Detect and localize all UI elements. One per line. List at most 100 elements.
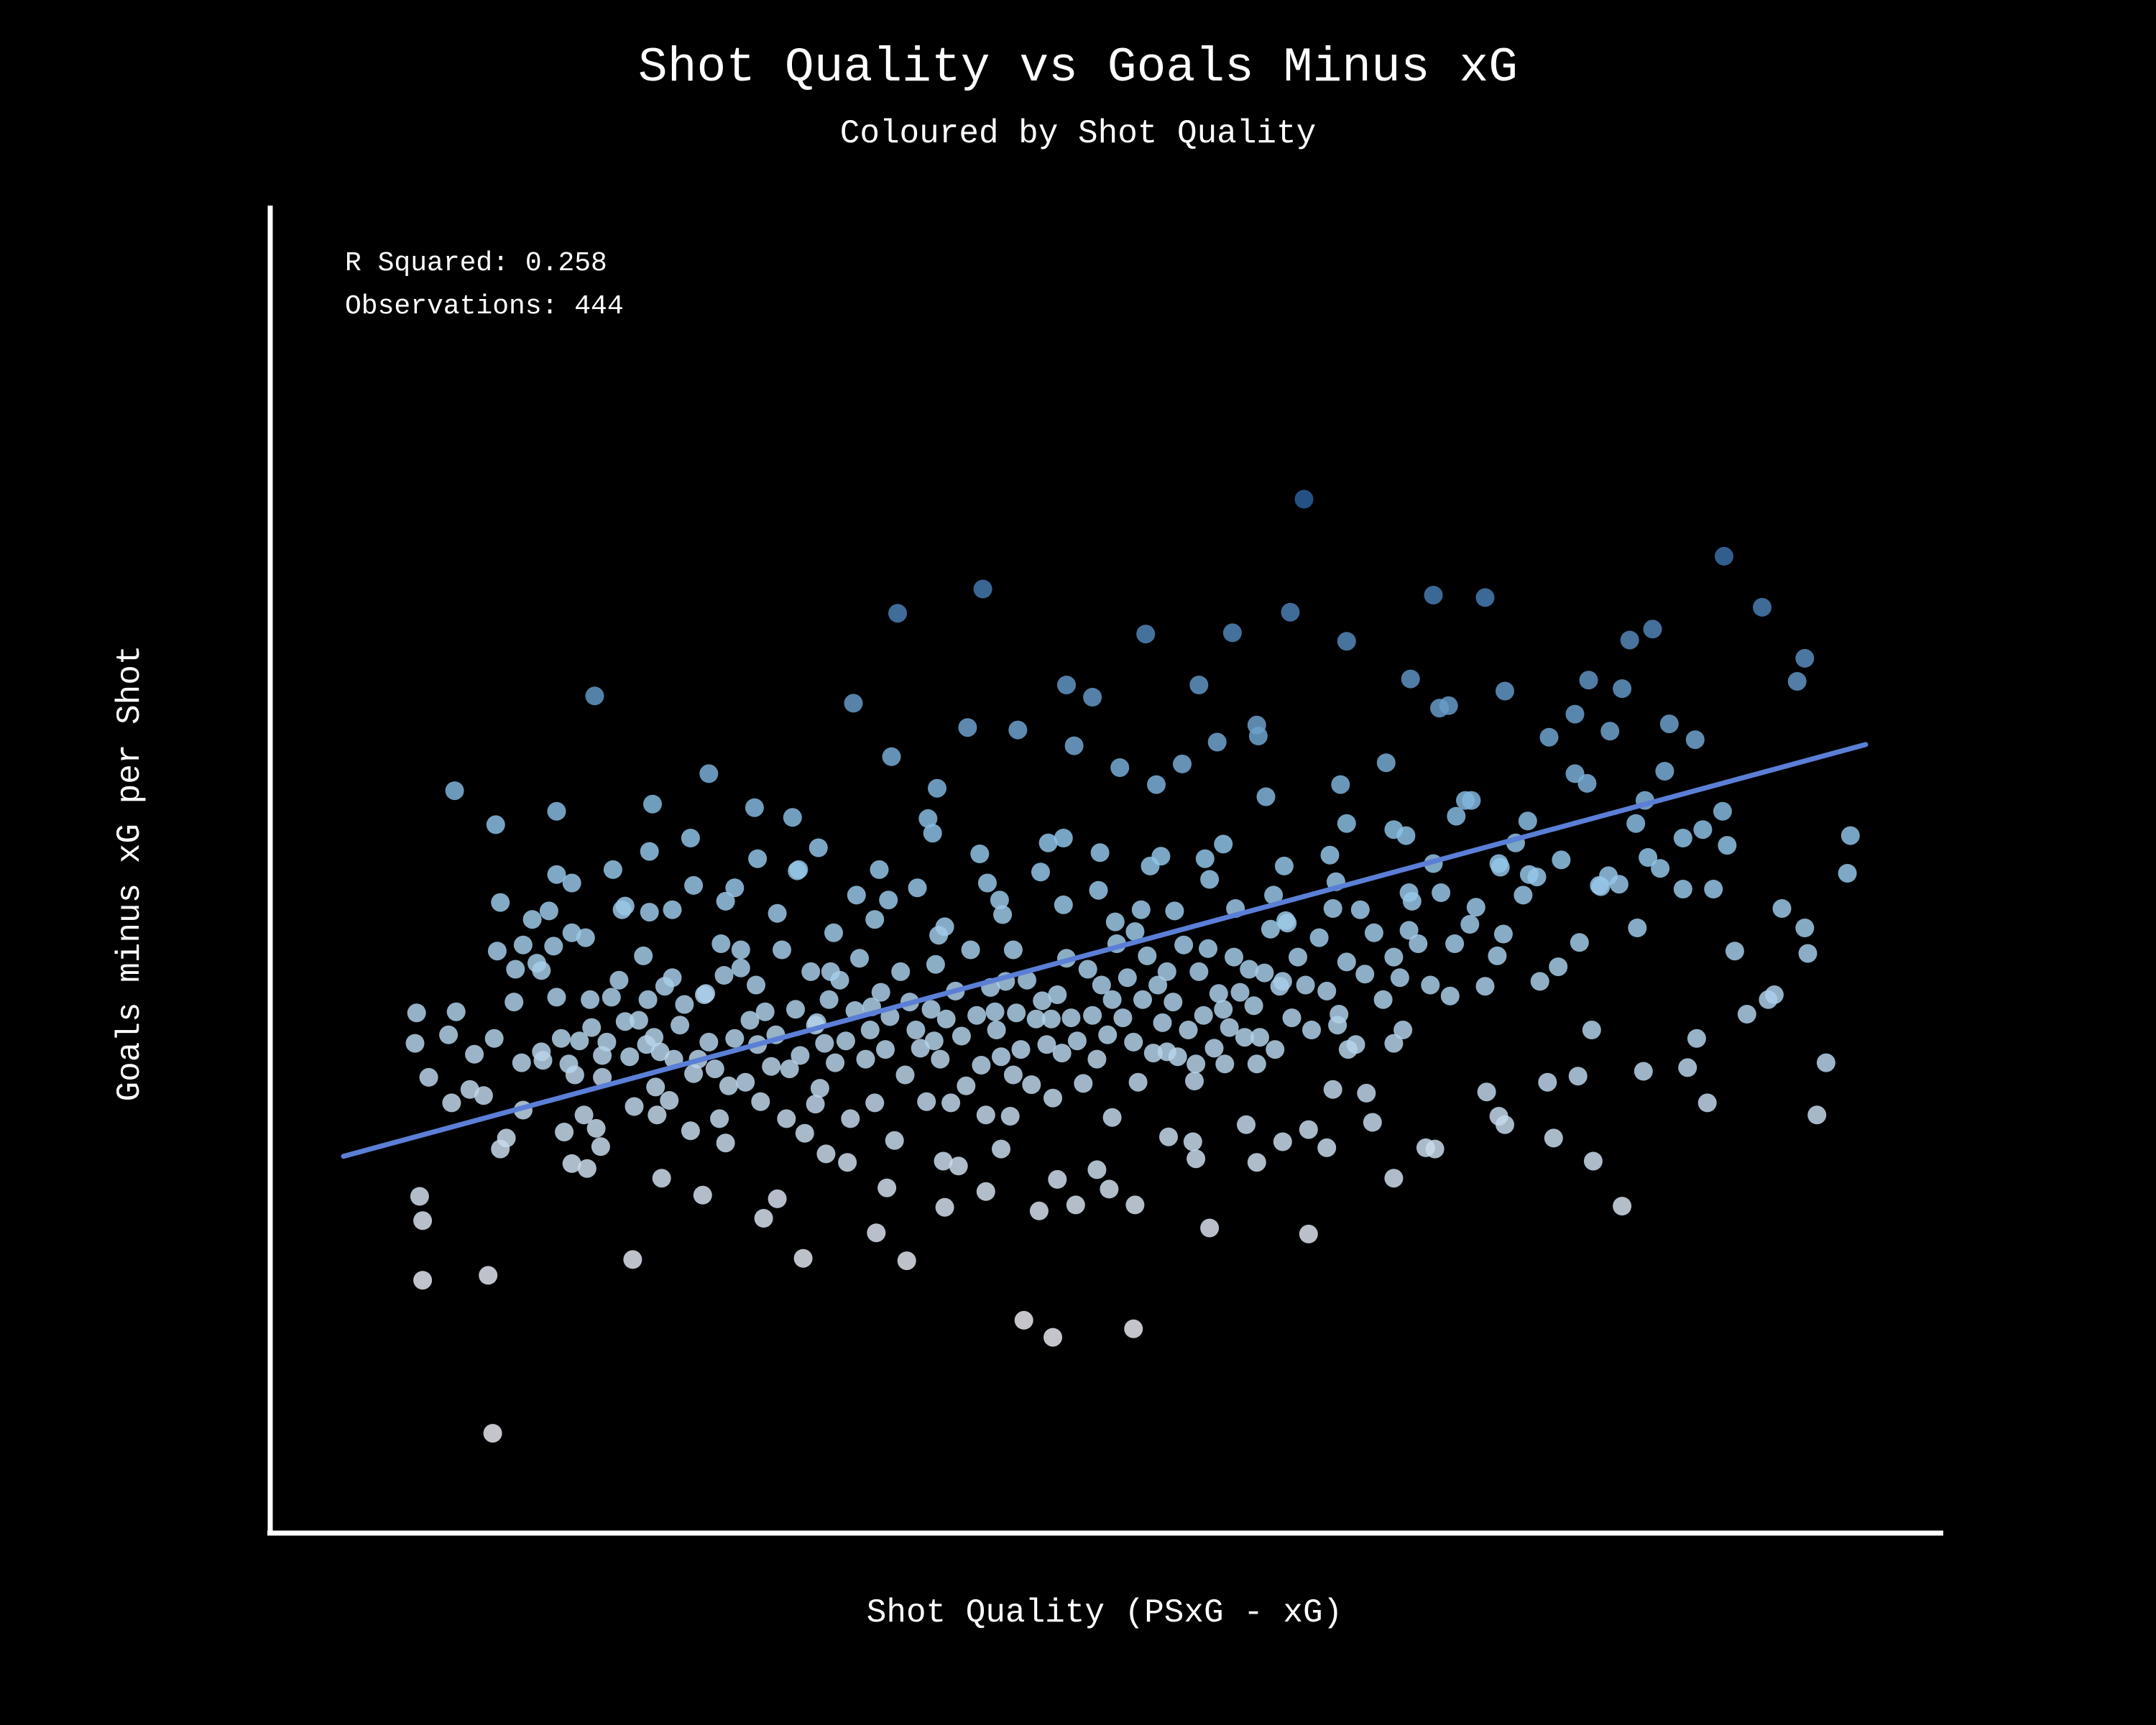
scatter-point: [407, 1003, 426, 1023]
scatter-point: [1399, 883, 1419, 902]
scatter-point: [1026, 1009, 1046, 1029]
scatter-point: [1787, 672, 1807, 691]
scatter-point: [1673, 880, 1692, 898]
scatter-point: [1033, 991, 1052, 1011]
scatter-point: [646, 1077, 665, 1097]
scatter-point: [1078, 960, 1097, 979]
scatter-point: [1174, 935, 1194, 954]
scatter-point: [1264, 886, 1284, 905]
scatter-point: [1087, 1160, 1107, 1179]
scatter-point: [1124, 1319, 1143, 1338]
scatter-point: [1519, 865, 1539, 884]
scatter-point: [1105, 912, 1125, 932]
scatter-point: [486, 815, 505, 834]
scatter-point: [748, 849, 768, 868]
scatter-point: [918, 809, 938, 828]
points-layer: [405, 489, 1860, 1443]
scatter-point: [1491, 857, 1510, 877]
scatter-point: [882, 747, 901, 766]
scatter-point: [865, 1093, 885, 1113]
scatter-point: [705, 1059, 724, 1079]
scatter-point: [1187, 1054, 1206, 1074]
scatter-point: [731, 940, 750, 960]
scatter-point: [1102, 1108, 1122, 1127]
scatter-point: [1054, 895, 1073, 914]
scatter-point: [1331, 775, 1350, 794]
scatter-point: [1296, 975, 1315, 995]
scatter-point: [958, 718, 977, 737]
scatter-point: [897, 1251, 916, 1271]
scatter-point: [1401, 669, 1420, 689]
scatter-point: [876, 1040, 895, 1059]
scatter-point: [1074, 1074, 1093, 1093]
scatter-point: [1143, 1044, 1163, 1063]
scatter-point: [847, 886, 866, 905]
scatter-point: [640, 842, 659, 861]
scatter-point: [850, 949, 869, 968]
scatter-point: [1147, 775, 1166, 794]
scatter-point: [1173, 754, 1192, 773]
scatter-point: [1089, 880, 1108, 900]
scatter-point: [1215, 1054, 1235, 1074]
scatter-point: [1445, 934, 1465, 953]
scatter-point: [439, 1025, 459, 1044]
scatter-point: [1118, 968, 1137, 988]
scatter-point: [1425, 1139, 1445, 1159]
scatter-point: [1195, 849, 1215, 868]
scatter-point: [819, 990, 839, 1009]
scatter-point: [1544, 1128, 1563, 1148]
scatter-point: [1337, 814, 1356, 833]
scatter-point: [574, 1105, 594, 1125]
scatter-point: [460, 1080, 479, 1099]
scatter-point: [931, 1049, 950, 1069]
scatter-point: [1678, 1058, 1697, 1077]
scatter-point: [1054, 829, 1073, 847]
scatter-point: [976, 1105, 995, 1125]
scatter-point: [725, 1029, 745, 1048]
scatter-point: [1299, 1120, 1318, 1139]
scatter-point: [699, 1032, 719, 1052]
scatter-point: [1628, 919, 1647, 937]
scatter-point: [544, 937, 563, 956]
scatter-point: [637, 1035, 656, 1054]
scatter-point: [1685, 730, 1705, 750]
scatter-point: [586, 1118, 606, 1138]
scatter-point: [952, 1026, 971, 1046]
scatter-point: [681, 829, 700, 847]
scatter-point: [484, 1029, 504, 1048]
scatter-point: [562, 873, 581, 893]
scatter-point: [856, 1049, 875, 1069]
trendline: [341, 742, 1869, 1159]
scatter-point: [1189, 962, 1209, 981]
scatter-point: [977, 873, 997, 893]
scatter-point: [1230, 983, 1250, 1002]
scatter-point: [992, 1047, 1010, 1067]
scatter-point: [1718, 836, 1737, 855]
scatter-point: [1475, 588, 1495, 607]
scatter-point: [906, 1021, 926, 1039]
scatter-point: [795, 1123, 814, 1143]
scatter-point: [547, 865, 566, 884]
scatter-point: [751, 1092, 770, 1111]
scatter-point: [1795, 648, 1815, 668]
scatter-point: [522, 910, 542, 929]
scatter-point: [1000, 1107, 1020, 1126]
scatter-point: [1018, 970, 1036, 990]
scatter-point: [634, 946, 653, 965]
scatter-point: [1189, 676, 1209, 694]
scatter-point: [675, 995, 694, 1014]
scatter-point: [1772, 899, 1792, 918]
scatter-point: [1061, 1008, 1081, 1028]
chart-subtitle: Coloured by Shot Quality: [840, 115, 1317, 152]
scatter-point: [1157, 1042, 1176, 1062]
scatter-point: [1138, 946, 1157, 965]
scatter-point: [562, 1154, 581, 1173]
scatter-point: [1673, 829, 1692, 847]
scatter-point: [445, 781, 464, 801]
scatter-point: [1337, 952, 1356, 972]
scatter-point: [836, 1031, 855, 1051]
scatter-point: [935, 1197, 954, 1217]
